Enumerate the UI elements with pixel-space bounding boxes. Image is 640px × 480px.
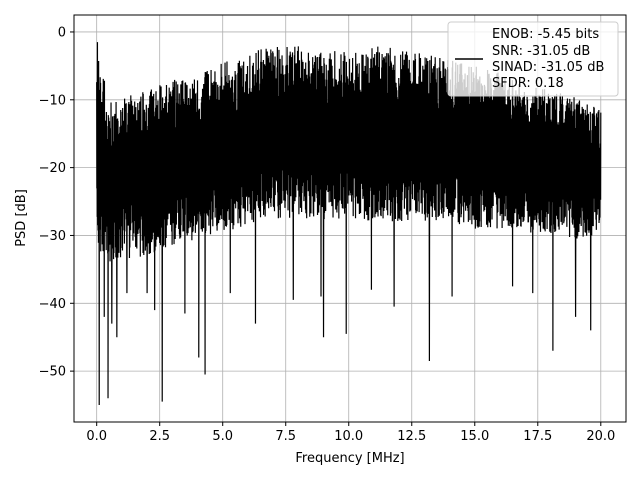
x-tick-label: 17.5	[523, 429, 552, 444]
legend-box	[447, 21, 619, 97]
x-tick-label: 12.5	[397, 429, 426, 444]
y-tick-label: 0	[58, 25, 66, 40]
legend-entry-enob: ENOB: -5.45 bits	[492, 27, 599, 42]
psd-line	[96, 42, 602, 406]
y-tick-label: −30	[39, 229, 66, 244]
x-tick-label: 0.0	[86, 429, 107, 444]
x-tick-label: 15.0	[460, 429, 489, 444]
legend-entry-sfdr: SFDR: 0.18	[492, 76, 564, 91]
y-tick-label: −40	[39, 297, 66, 312]
x-tick-label: 20.0	[586, 429, 615, 444]
legend: ENOB: -5.45 bits SNR: -31.05 dB SINAD: -…	[447, 21, 619, 97]
axis-ticks: 0.0 2.5 5.0 7.5 10.0 12.5 15.0 17.5 20.0 0 −10 −20 −…	[39, 25, 616, 444]
x-tick-label: 7.5	[275, 429, 296, 444]
y-tick-label: −20	[39, 161, 66, 176]
legend-entry-snr: SNR: -31.05 dB	[492, 44, 590, 59]
y-tick-label: −50	[39, 365, 66, 380]
x-tick-label: 5.0	[212, 429, 233, 444]
y-tick-label: −10	[39, 93, 66, 108]
plot-frame	[73, 14, 627, 423]
y-axis-label: PSD [dB]	[14, 189, 29, 247]
x-tick-label: 2.5	[149, 429, 170, 444]
x-axis-label: Frequency [MHz]	[295, 451, 404, 466]
series-line	[96, 42, 602, 406]
legend-entry-sinad: SINAD: -31.05 dB	[492, 60, 604, 75]
x-tick-label: 10.0	[334, 429, 363, 444]
